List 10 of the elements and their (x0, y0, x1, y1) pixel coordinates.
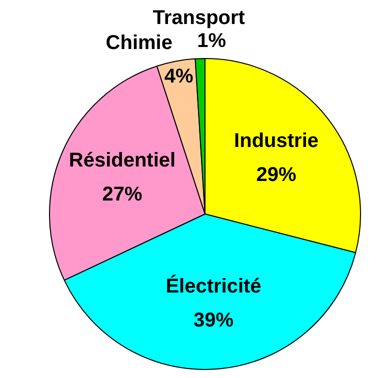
slice-label: Chimie (106, 32, 172, 54)
data-label: 29% (256, 164, 296, 186)
data-label: 39% (193, 309, 234, 332)
slice-label: Électricité (166, 274, 262, 298)
data-label: 1% (197, 30, 226, 52)
data-label: 27% (102, 184, 142, 206)
slice-label: Industrie (234, 130, 318, 152)
data-label: 4% (164, 65, 194, 88)
slice-label: Transport (152, 7, 246, 30)
slice-label: Résidentiel (68, 150, 176, 172)
